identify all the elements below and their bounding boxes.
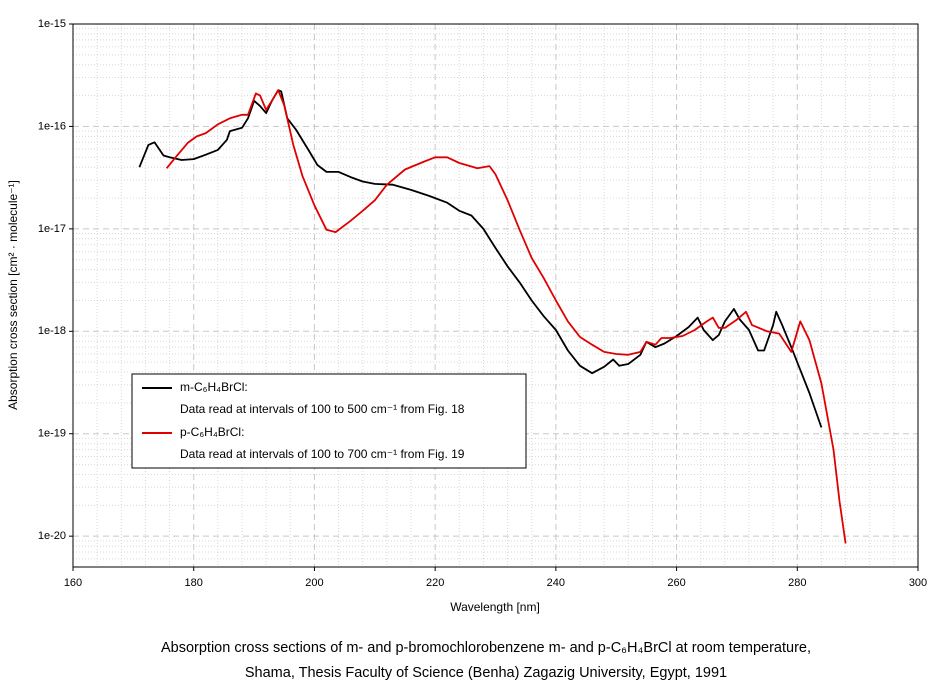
- x-tick-label: 220: [426, 577, 444, 589]
- x-tick-label: 160: [64, 577, 82, 589]
- legend-box: [131, 373, 527, 469]
- legend-label: p-C₆H₄BrCl:: [180, 425, 244, 439]
- x-tick-label: 240: [547, 577, 565, 589]
- y-tick-label: 1e-16: [38, 120, 66, 132]
- x-tick-label: 180: [185, 577, 203, 589]
- y-tick-label: 1e-15: [38, 18, 66, 30]
- y-axis-label: Absorption cross section [cm² · molecule…: [6, 180, 20, 410]
- x-axis-label: Wavelength [nm]: [450, 600, 540, 614]
- grid: [72, 23, 919, 567]
- x-tick-label: 200: [305, 577, 323, 589]
- y-tick-label: 1e-20: [38, 530, 66, 542]
- legend-note: Data read at intervals of 100 to 500 cm⁻…: [180, 402, 465, 416]
- caption-line: Shama, Thesis Faculty of Science (Benha)…: [245, 665, 727, 681]
- series-line: [138, 89, 823, 428]
- y-tick-label: 1e-18: [38, 325, 66, 337]
- x-tick-label: 260: [667, 577, 685, 589]
- plot-frame: [72, 23, 919, 568]
- y-tick-label: 1e-19: [38, 428, 66, 440]
- caption-line: Absorption cross sections of m- and p-br…: [161, 640, 811, 656]
- series-line: [165, 89, 847, 544]
- y-tick-label: 1e-17: [38, 223, 66, 235]
- legend-note: Data read at intervals of 100 to 700 cm⁻…: [180, 447, 465, 461]
- x-tick-label: 300: [909, 577, 927, 589]
- x-tick-label: 280: [788, 577, 806, 589]
- legend-label: m-C₆H₄BrCl:: [180, 380, 248, 394]
